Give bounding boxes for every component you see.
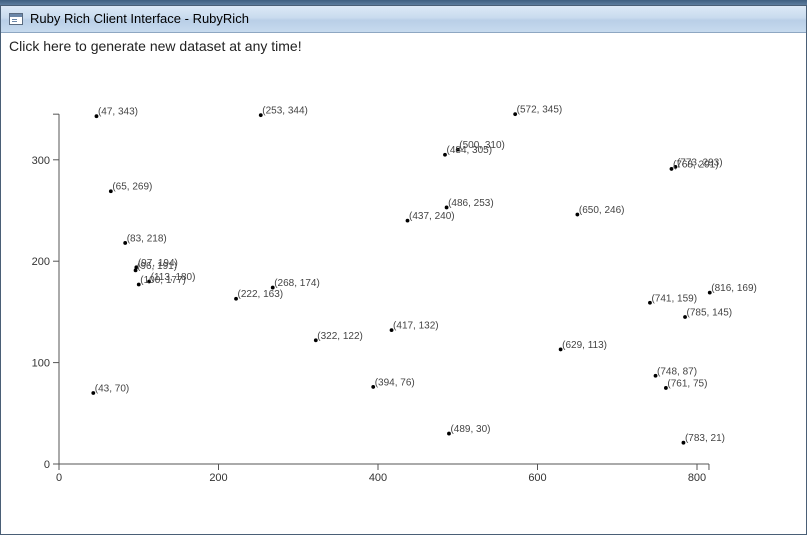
x-tick-label: 0: [56, 472, 62, 484]
data-point: [683, 315, 687, 319]
desktop-background: [0, 0, 807, 8]
window-title: Ruby Rich Client Interface - RubyRich: [30, 11, 249, 26]
data-point-label: (783, 21): [685, 433, 725, 444]
data-point: [663, 386, 668, 390]
data-point-label: (43, 70): [95, 384, 129, 395]
data-point-label: (629, 113): [562, 340, 607, 351]
data-point: [94, 114, 99, 119]
data-point: [575, 212, 580, 217]
data-point: [447, 431, 451, 436]
data-point-label: (748, 87): [657, 366, 697, 377]
data-point-label: (417, 132): [393, 321, 439, 332]
data-point-label: (489, 30): [450, 424, 490, 435]
data-point: [123, 241, 128, 245]
data-point: [653, 373, 658, 378]
data-point-label: (83, 218): [127, 233, 167, 244]
data-point-label: (96, 191): [137, 261, 177, 272]
data-point-label: (113, 180): [151, 272, 196, 283]
generate-dataset-link[interactable]: Click here to generate new dataset at an…: [9, 38, 302, 54]
client-area: 0 200 400 600 800 0 100 200 300 (47, 343) (253, 3…: [2, 33, 805, 533]
data-point: [389, 328, 394, 333]
data-point-label: (768, 291): [673, 159, 719, 170]
x-tick-label: 800: [688, 472, 706, 484]
y-tick-label: 0: [44, 459, 50, 471]
data-point: [669, 167, 674, 171]
data-point: [234, 296, 238, 301]
data-point-label: (650, 246): [579, 205, 625, 216]
x-tick-label: 400: [369, 472, 387, 484]
data-point-label: (741, 159): [651, 293, 697, 304]
data-point: [707, 290, 712, 295]
title-bar[interactable]: Ruby Rich Client Interface - RubyRich: [1, 6, 806, 33]
data-point-label: (394, 76): [375, 377, 415, 388]
data-point: [91, 391, 96, 395]
app-window: Ruby Rich Client Interface - RubyRich 0 2…: [0, 5, 807, 535]
data-point: [513, 112, 518, 117]
x-tick-label: 600: [528, 472, 546, 484]
data-point-label: (500, 310): [459, 140, 505, 151]
data-point: [108, 189, 113, 194]
data-point: [558, 347, 563, 352]
data-point-label: (437, 240): [409, 211, 455, 222]
data-point-label: (572, 345): [517, 105, 563, 116]
data-point: [136, 282, 141, 287]
data-point-label: (773, 293): [677, 157, 723, 168]
data-point-label: (486, 253): [448, 198, 494, 209]
data-point: [371, 385, 376, 389]
chart-axes: 0 200 400 600 800 0 100 200 300: [32, 113, 710, 484]
data-point: [313, 338, 318, 343]
data-point: [681, 440, 686, 445]
data-point-label: (785, 145): [687, 307, 733, 318]
data-point-label: (761, 75): [667, 378, 707, 389]
y-tick-label: 300: [32, 155, 50, 167]
data-point: [455, 147, 460, 152]
y-tick-label: 100: [32, 358, 50, 370]
y-tick-label: 200: [32, 256, 50, 268]
data-point: [673, 164, 678, 169]
scatter-chart: 0 200 400 600 800 0 100 200 300 (47, 343) (253, 3…: [32, 105, 757, 484]
data-point: [258, 113, 263, 118]
data-point-label: (100, 177): [140, 275, 186, 286]
chart-points: (47, 343) (253, 344) (572, 345)(500, 310)(…: [91, 105, 757, 445]
data-point-label: (47, 343): [98, 107, 138, 118]
data-point: [270, 285, 275, 290]
data-point-label: (816, 169): [711, 283, 757, 294]
data-point: [444, 205, 449, 210]
data-point-label: (268, 174): [274, 278, 320, 289]
application-window-icon[interactable]: [9, 13, 23, 25]
data-point-label: (97, 194): [138, 258, 178, 269]
data-point-label: (65, 269): [112, 182, 152, 193]
data-point-label: (322, 122): [317, 331, 363, 342]
data-point: [443, 152, 447, 157]
data-point: [405, 218, 410, 223]
data-point: [648, 300, 652, 305]
x-tick-label: 200: [209, 472, 227, 484]
data-point-label: (253, 344): [262, 106, 308, 117]
data-point-label: (484, 305): [446, 145, 492, 156]
data-point: [134, 265, 139, 270]
data-point-label: (222, 163): [238, 289, 284, 300]
data-point: [133, 268, 138, 273]
data-point: [147, 279, 152, 284]
